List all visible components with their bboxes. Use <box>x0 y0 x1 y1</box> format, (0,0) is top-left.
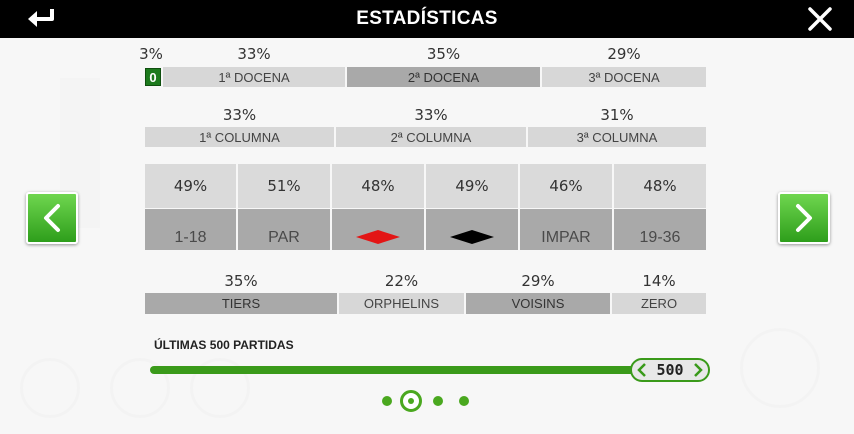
orphelins-percent: 22% <box>384 272 419 290</box>
bet-even-cell: PAR <box>238 209 330 250</box>
bet-even-percent: 51% <box>238 164 330 208</box>
bet-19-36-percent: 48% <box>614 164 706 208</box>
dozen-2-cell: 2ª DOCENA <box>347 67 540 87</box>
bet-odd-percent: 46% <box>520 164 612 208</box>
page-indicator <box>378 390 478 412</box>
column-1-cell: 1ª COLUMNA <box>145 127 334 147</box>
back-arrow-icon[interactable] <box>22 6 62 32</box>
page-title: ESTADÍSTICAS <box>356 8 498 29</box>
bet-1-18-cell: 1-18 <box>145 209 236 250</box>
dozen-1-percent: 33% <box>237 45 271 63</box>
page-dot[interactable] <box>382 396 392 406</box>
bet-odd-cell: IMPAR <box>520 209 612 250</box>
zero-cell: 0 <box>145 68 161 86</box>
header-bar: ESTADÍSTICAS <box>0 0 854 38</box>
zero-percent: 3% <box>139 45 163 63</box>
column-1-percent: 33% <box>222 106 257 124</box>
tiers-cell: TIERS <box>145 293 337 314</box>
dozen-2-percent: 35% <box>426 45 461 63</box>
bet-black-percent: 49% <box>426 164 518 208</box>
column-3-percent: 31% <box>600 106 634 124</box>
column-3-cell: 3ª COLUMNA <box>528 127 706 147</box>
previous-page-button[interactable] <box>26 192 78 244</box>
page-dot-active[interactable] <box>400 390 422 412</box>
dozen-3-cell: 3ª DOCENA <box>542 67 706 87</box>
chevron-right-icon <box>796 204 812 232</box>
zero-sector-cell: ZERO <box>612 293 706 314</box>
page-dot[interactable] <box>459 396 469 406</box>
close-icon[interactable] <box>806 5 834 33</box>
page-dot[interactable] <box>433 396 443 406</box>
zero-sector-percent: 14% <box>642 272 676 290</box>
orphelins-cell: ORPHELINS <box>339 293 464 314</box>
chevron-left-icon <box>44 204 60 232</box>
column-2-cell: 2ª COLUMNA <box>336 127 526 147</box>
voisins-percent: 29% <box>521 272 555 290</box>
chevron-left-icon <box>637 363 646 377</box>
black-diamond-icon <box>450 230 494 244</box>
games-slider-handle[interactable]: 500 <box>630 358 710 382</box>
tiers-percent: 35% <box>224 272 258 290</box>
next-page-button[interactable] <box>778 192 830 244</box>
dozen-1-cell: 1ª DOCENA <box>163 67 345 87</box>
chevron-right-icon <box>694 363 703 377</box>
column-2-percent: 33% <box>414 106 448 124</box>
bet-red-cell <box>332 209 424 250</box>
bet-19-36-cell: 19-36 <box>614 209 706 250</box>
bet-1-18-percent: 49% <box>145 164 236 208</box>
bet-red-percent: 48% <box>332 164 424 208</box>
games-slider-track[interactable] <box>150 366 708 374</box>
slider-value: 500 <box>656 361 684 379</box>
bet-black-cell <box>426 209 518 250</box>
red-diamond-icon <box>356 230 400 244</box>
dozen-3-percent: 29% <box>607 45 641 63</box>
games-range-label: ÚLTIMAS 500 PARTIDAS <box>154 338 294 352</box>
voisins-cell: VOISINS <box>466 293 610 314</box>
